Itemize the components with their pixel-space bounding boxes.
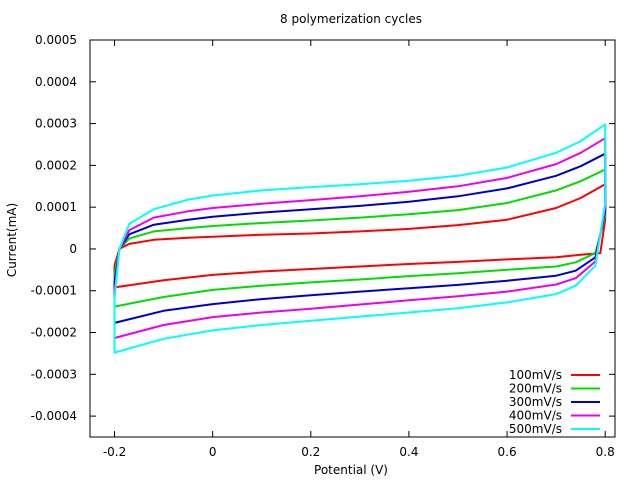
x-tick-label: 0.4	[399, 445, 418, 459]
chart-title: 8 polymerization cycles	[280, 12, 422, 26]
series-layer	[113, 123, 607, 354]
y-tick-label: -0.0001	[31, 284, 77, 298]
y-tick-label: 0.0001	[35, 200, 77, 214]
x-tick-label: 0	[209, 445, 217, 459]
legend-label-5: 500mV/s	[509, 422, 562, 436]
x-axis-label: Potential (V)	[314, 463, 388, 477]
y-tick-label: 0.0004	[35, 75, 77, 89]
y-tick-label: 0	[69, 242, 77, 256]
legend-label-4: 400mV/s	[509, 409, 562, 423]
x-tick-label: 0.2	[301, 445, 320, 459]
series-line-5	[113, 123, 607, 354]
legend-label-3: 300mV/s	[509, 395, 562, 409]
x-tick-label: -0.2	[103, 445, 126, 459]
y-tick-label: -0.0004	[31, 409, 77, 423]
y-tick-label: 0.0005	[35, 33, 77, 47]
plot-frame	[89, 39, 616, 438]
y-tick-label: -0.0002	[31, 326, 77, 340]
y-tick-label: 0.0002	[35, 158, 77, 172]
y-tick-label: 0.0003	[35, 117, 77, 131]
x-tick-label: 0.8	[596, 445, 615, 459]
legend-label-1: 100mV/s	[509, 368, 562, 382]
x-tick-label: 0.6	[498, 445, 517, 459]
legend-label-2: 200mV/s	[509, 382, 562, 396]
ticks-layer: -0.0004 -0.0003 -0.0002 -0.0001 0 0.0001 0.000…	[31, 33, 615, 459]
y-axis-label: Current(mA)	[5, 203, 19, 277]
y-tick-label: -0.0003	[31, 367, 77, 381]
